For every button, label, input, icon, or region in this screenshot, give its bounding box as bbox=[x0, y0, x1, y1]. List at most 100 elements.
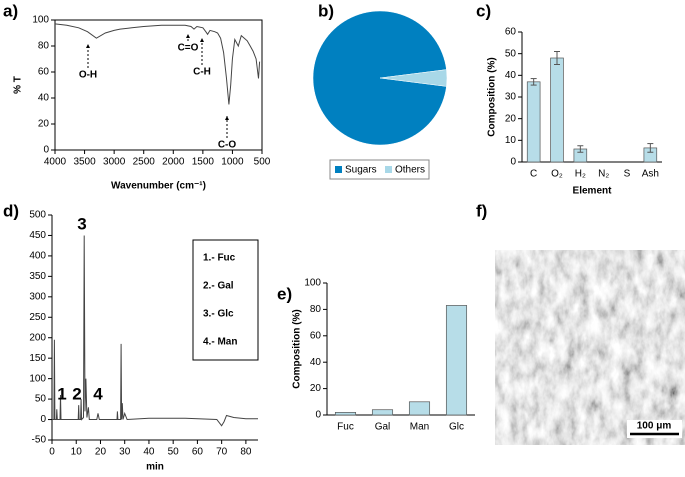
y-tick-label: 0 bbox=[43, 145, 49, 156]
bar bbox=[550, 57, 564, 163]
x-tick-label: 50 bbox=[168, 447, 180, 458]
y-tick-label: 450 bbox=[29, 230, 46, 241]
y-axis-title: % T bbox=[13, 76, 24, 94]
legend-box bbox=[329, 159, 430, 180]
y-tick-label: 200 bbox=[29, 332, 46, 343]
x-tick-label: 4000 bbox=[44, 157, 67, 168]
x-tick-label: 20 bbox=[95, 447, 107, 458]
y-tick-label: 150 bbox=[29, 353, 46, 364]
legend-entry: 3.- Glc bbox=[203, 309, 234, 320]
sem-image bbox=[495, 250, 685, 445]
x-tick-label: 2000 bbox=[162, 157, 185, 168]
y-tick-label: 10 bbox=[505, 135, 517, 146]
y-tick-label: 250 bbox=[29, 312, 46, 323]
y-tick-label: 40 bbox=[505, 70, 517, 81]
y-tick-label: 0 bbox=[40, 414, 46, 425]
bar bbox=[371, 409, 394, 416]
panel-label: a) bbox=[3, 1, 18, 20]
y-tick-label: 30 bbox=[505, 92, 517, 103]
annotation: O-H bbox=[79, 70, 97, 81]
bar bbox=[334, 412, 357, 416]
x-tick-label: 3500 bbox=[73, 157, 96, 168]
y-tick-label: 300 bbox=[29, 291, 46, 302]
scale-bar-label: 100 μm bbox=[637, 421, 672, 432]
x-tick-label: H₂ bbox=[575, 169, 586, 180]
x-tick-label: 1000 bbox=[221, 157, 244, 168]
y-tick-label: 40 bbox=[38, 93, 50, 104]
x-axis-title: Element bbox=[573, 186, 613, 197]
y-tick-label: 0 bbox=[510, 157, 516, 168]
error-bar bbox=[554, 51, 560, 65]
x-tick-label: Ash bbox=[642, 169, 659, 180]
x-axis-title: Wavenumber (cm⁻¹) bbox=[111, 181, 206, 192]
legend-swatch bbox=[385, 166, 392, 173]
legend-swatch bbox=[335, 166, 342, 173]
y-tick-label: 100 bbox=[32, 15, 49, 26]
x-axis-title: min bbox=[146, 462, 164, 473]
panel-label: c) bbox=[476, 1, 491, 20]
y-tick-label: 50 bbox=[35, 394, 47, 405]
error-bar bbox=[577, 145, 584, 153]
y-tick-label: 60 bbox=[505, 27, 517, 38]
arrow-head bbox=[186, 34, 190, 38]
y-tick-label: 0 bbox=[315, 410, 321, 421]
panel-label: e) bbox=[277, 284, 292, 303]
x-tick-label: 1500 bbox=[192, 157, 215, 168]
legend-box bbox=[192, 239, 259, 361]
peak-label: 1 bbox=[57, 384, 66, 403]
y-tick-label: 100 bbox=[304, 278, 321, 289]
y-axis-title: Composition (%) bbox=[487, 57, 498, 136]
y-tick-label: 60 bbox=[310, 330, 322, 341]
x-tick-label: 3000 bbox=[103, 157, 126, 168]
panel-label: d) bbox=[3, 201, 19, 220]
y-tick-label: 400 bbox=[29, 251, 46, 262]
x-tick-label: Man bbox=[410, 422, 429, 433]
legend-entry: 1.- Fuc bbox=[203, 253, 236, 264]
y-tick-label: 500 bbox=[29, 210, 46, 221]
pie-slice bbox=[312, 10, 447, 146]
x-tick-label: C bbox=[530, 169, 537, 180]
x-tick-label: N₂ bbox=[598, 169, 609, 180]
x-tick-label: 10 bbox=[71, 447, 83, 458]
y-tick-label: -50 bbox=[32, 435, 47, 446]
arrow-head bbox=[225, 116, 229, 120]
x-tick-label: S bbox=[624, 169, 631, 180]
y-tick-label: 20 bbox=[38, 119, 50, 130]
y-tick-label: 80 bbox=[310, 304, 322, 315]
x-tick-label: Fuc bbox=[337, 422, 354, 433]
x-tick-label: 30 bbox=[119, 447, 131, 458]
x-tick-label: 2500 bbox=[133, 157, 156, 168]
y-axis-title: Composition (%) bbox=[292, 309, 303, 388]
panel-label: f) bbox=[476, 201, 487, 220]
peak-label: 4 bbox=[93, 384, 103, 403]
x-tick-label: Glc bbox=[449, 422, 464, 433]
y-tick-label: 350 bbox=[29, 271, 46, 282]
x-tick-label: Gal bbox=[375, 422, 391, 433]
y-tick-label: 20 bbox=[310, 383, 322, 394]
x-tick-label: O₂ bbox=[551, 169, 563, 180]
arrow-head bbox=[200, 38, 204, 42]
pie-slice bbox=[379, 69, 448, 87]
y-tick-label: 50 bbox=[505, 48, 517, 59]
peak-label: 3 bbox=[77, 214, 86, 233]
data-line bbox=[52, 235, 258, 427]
x-tick-label: 80 bbox=[240, 447, 252, 458]
x-tick-label: 60 bbox=[192, 447, 204, 458]
arrow-head bbox=[86, 44, 90, 48]
peak-label: 2 bbox=[72, 384, 81, 403]
annotation: C=O bbox=[178, 43, 199, 54]
legend-label: Others bbox=[395, 165, 425, 176]
x-tick-label: 0 bbox=[49, 447, 55, 458]
bar bbox=[526, 81, 541, 163]
error-bar bbox=[530, 78, 537, 86]
plot-frame bbox=[54, 19, 263, 151]
x-tick-label: 70 bbox=[216, 447, 228, 458]
y-tick-label: 80 bbox=[38, 41, 50, 52]
bar bbox=[408, 401, 431, 416]
legend-entry: 4.- Man bbox=[203, 337, 237, 348]
x-tick-label: 500 bbox=[254, 157, 271, 168]
legend-label: Sugars bbox=[345, 165, 377, 176]
annotation: C-H bbox=[193, 67, 211, 78]
y-tick-label: 100 bbox=[29, 373, 46, 384]
